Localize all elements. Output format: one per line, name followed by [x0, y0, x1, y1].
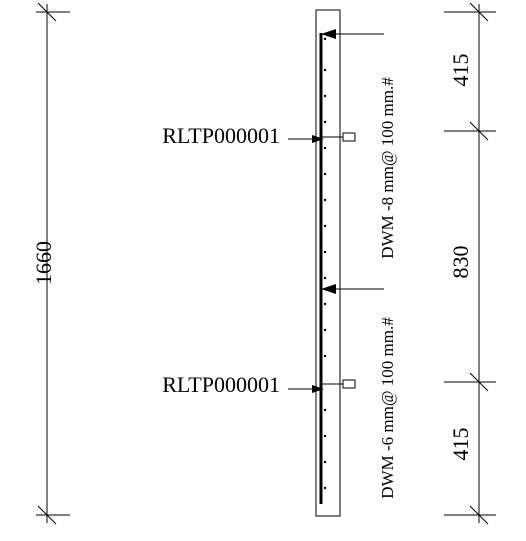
tie-point-upper-arrowhead [312, 135, 324, 143]
rebar-dot [323, 68, 327, 72]
segment-dim-bottom-value: 415 [448, 428, 473, 461]
rebar-dot [323, 120, 327, 124]
mesh-upper-arrowhead [321, 29, 336, 39]
rebar-dot [323, 354, 327, 358]
tie-point-end [342, 132, 356, 142]
tie-point-upper: RLTP000001 [162, 123, 356, 148]
segment-dim-middle-value: 830 [448, 246, 473, 279]
overall-dim-tick-top [37, 2, 57, 22]
rebar-dot [323, 94, 327, 98]
distribution-bars [323, 37, 327, 490]
wall-outline [315, 9, 341, 517]
rebar-dot [323, 146, 327, 150]
rebar-dot [323, 328, 327, 332]
rebar-dot [323, 486, 327, 490]
rebar-dot [323, 460, 327, 464]
rebar-dot [323, 276, 327, 280]
segment-dim-top-value: 415 [448, 54, 473, 87]
mesh-callout-upper: DWM -8 mm@ 100 mm.# [321, 29, 397, 259]
rebar-dot [323, 198, 327, 202]
segment-dimensions: 415 830 415 [444, 2, 496, 525]
rebar-dot [323, 250, 327, 254]
tie-point-lower-arrowhead [312, 385, 324, 393]
rebar-dot [323, 302, 327, 306]
tie-point-lower-label: RLTP000001 [162, 372, 280, 397]
overall-dimension: 1660 [31, 2, 70, 525]
tie-point-lower: RLTP000001 [162, 372, 356, 397]
rebar-dot [323, 172, 327, 176]
mesh-lower-note: DWM -6 mm@ 100 mm.# [378, 317, 397, 499]
tie-point-end [342, 379, 356, 389]
mesh-upper-note: DWM -8 mm@ 100 mm.# [378, 77, 397, 259]
rebar-dot [323, 37, 327, 41]
segment-dim-tick-top [469, 2, 489, 22]
rebar-dot [323, 408, 327, 412]
segment-dim-tick-upper [469, 121, 489, 141]
overall-dim-value: 1660 [31, 241, 56, 285]
rebar-dot [323, 434, 327, 438]
overall-dim-tick-bottom [37, 505, 57, 525]
rebar-dot [323, 224, 327, 228]
mesh-callout-lower: DWM -6 mm@ 100 mm.# [321, 284, 397, 499]
mesh-lower-arrowhead [321, 284, 336, 294]
segment-dim-tick-lower [469, 372, 489, 392]
segment-dim-tick-bottom [469, 505, 489, 525]
tie-point-upper-label: RLTP000001 [162, 123, 280, 148]
